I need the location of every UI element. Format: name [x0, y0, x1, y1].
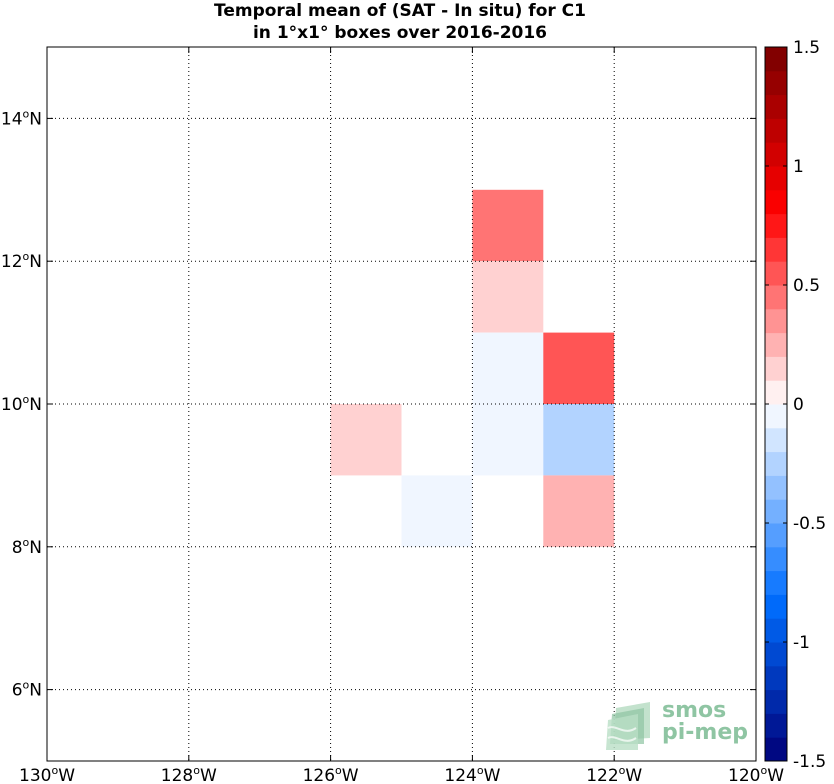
stacked-layers-icon — [606, 702, 650, 750]
smos-pimep-logo: smos pi-mep — [606, 698, 756, 754]
colorbar: -1.5 -1 -0.5 0 0.5 1 1.5 — [764, 38, 826, 772]
data-cell — [543, 475, 615, 547]
colorbar-tick-label: -0.5 — [793, 514, 826, 534]
data-cell — [472, 404, 544, 476]
colorbar-swatch — [765, 285, 787, 310]
x-axis: 130oW 128oW 126oW 124oW 122oW 120oW — [19, 47, 784, 784]
data-cell — [472, 189, 544, 262]
y-tick-label: 8oN — [12, 536, 42, 558]
colorbar-swatch — [765, 166, 787, 191]
colorbar-swatch — [765, 665, 787, 691]
x-tick-label: 120oW — [728, 764, 784, 784]
x-tick-label: 124oW — [444, 764, 500, 784]
colorbar-swatch — [765, 570, 787, 595]
colorbar-swatch — [765, 737, 787, 762]
colorbar-swatch — [765, 689, 787, 714]
y-axis: 6oN 8oN 10oN 12oN 14oN — [1, 107, 756, 701]
y-tick-label: 6oN — [12, 679, 42, 701]
colorbar-swatch — [765, 546, 787, 572]
grid-lines — [47, 47, 756, 761]
data-cell — [330, 404, 402, 476]
colorbar-swatch — [765, 142, 787, 167]
data-cell — [472, 261, 544, 333]
title-line-1: Temporal mean of (SAT - In situ) for C1 — [214, 1, 586, 21]
colorbar-swatch — [765, 523, 787, 548]
colorbar-swatch — [765, 618, 787, 643]
x-tick-label: 130oW — [19, 764, 75, 784]
colorbar-tick-label: 0 — [793, 395, 804, 415]
colorbar-swatch — [765, 713, 787, 738]
data-cell — [472, 332, 544, 404]
colorbar-swatch — [765, 237, 787, 262]
colorbar-swatch — [765, 189, 787, 215]
colorbar-swatch — [765, 380, 787, 405]
colorbar-swatch — [765, 118, 787, 143]
data-cell — [543, 332, 615, 404]
colorbar-swatch — [765, 404, 787, 429]
colorbar-swatch — [765, 499, 787, 524]
y-tick-label: 10oN — [1, 393, 42, 415]
y-tick-label: 14oN — [1, 107, 42, 129]
data-cell — [543, 404, 615, 476]
colorbar-swatch — [765, 427, 787, 453]
data-cells — [330, 189, 615, 547]
colorbar-swatch — [765, 642, 787, 667]
colorbar-swatch — [765, 261, 787, 286]
colorbar-swatch — [765, 47, 787, 72]
x-tick-label: 122oW — [586, 764, 642, 784]
colorbar-swatch — [765, 332, 787, 357]
colorbar-swatch — [765, 594, 787, 619]
colorbar-swatch — [765, 356, 787, 381]
logo-text-smos: smos — [662, 698, 727, 723]
data-cell — [401, 475, 473, 547]
chart-title: Temporal mean of (SAT - In situ) for C1 … — [0, 0, 800, 44]
colorbar-swatch — [765, 475, 787, 500]
colorbar-swatch — [765, 94, 787, 119]
colorbar-swatch — [765, 70, 787, 96]
colorbar-swatch — [765, 308, 787, 334]
colorbar-tick-label: 1 — [793, 157, 804, 177]
colorbar-tick-label: -1.5 — [793, 752, 826, 772]
title-line-2: in 1°x1° boxes over 2016-2016 — [252, 23, 548, 43]
y-tick-label: 12oN — [1, 250, 42, 272]
logo-text-pimep: pi-mep — [662, 720, 749, 745]
x-tick-label: 128oW — [161, 764, 217, 784]
colorbar-tick-label: 0.5 — [793, 276, 820, 296]
colorbar-tick-label: -1 — [793, 633, 810, 653]
colorbar-swatch — [765, 213, 787, 238]
x-tick-label: 126oW — [303, 764, 359, 784]
colorbar-tick-label: 1.5 — [793, 38, 820, 58]
colorbar-swatch — [765, 451, 787, 476]
